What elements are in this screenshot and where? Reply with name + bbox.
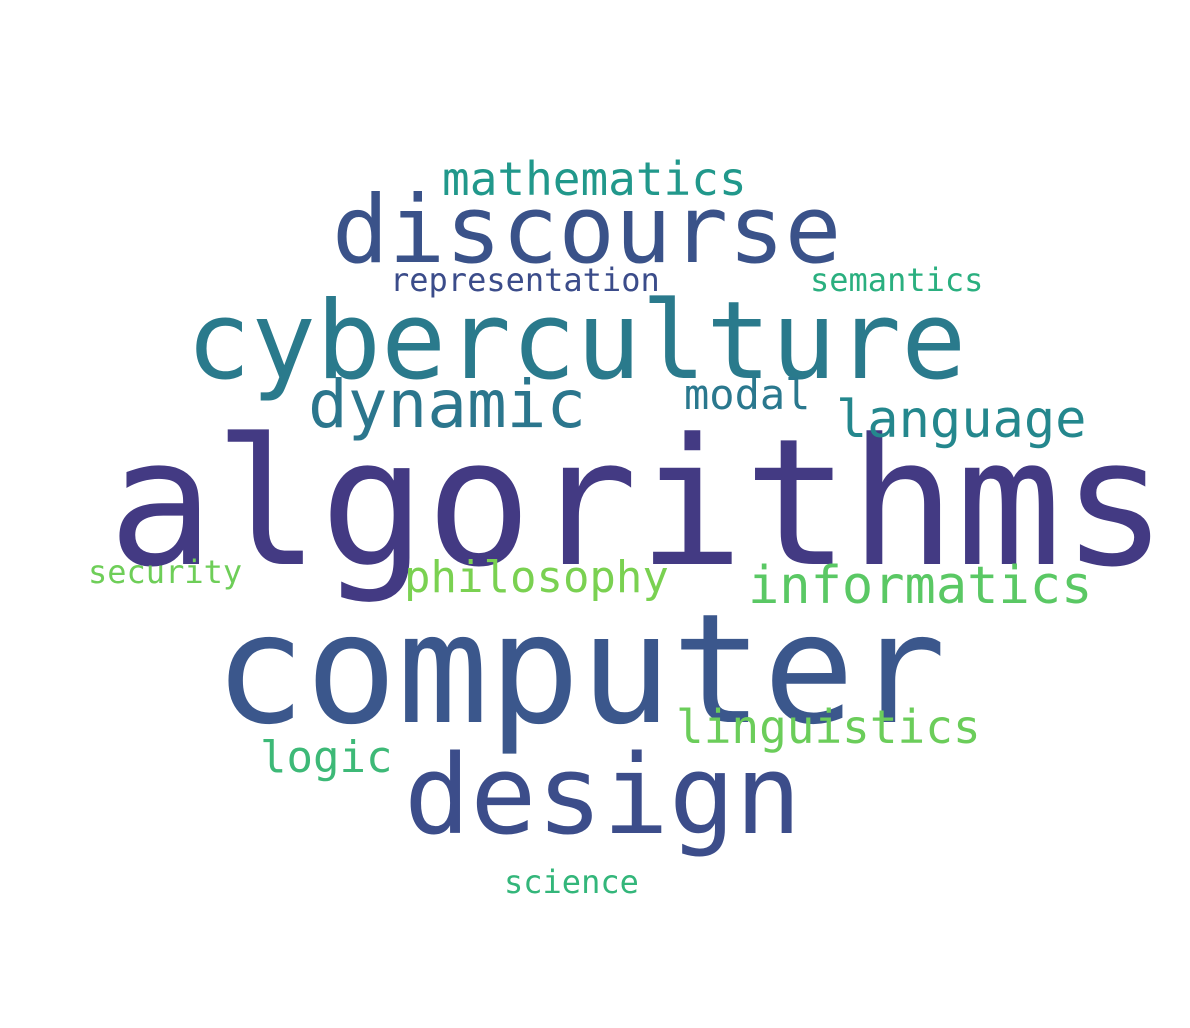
word-semantics: semantics: [810, 261, 984, 299]
word-design: design: [404, 731, 802, 859]
word-mathematics: mathematics: [442, 152, 747, 206]
word-discourse: discourse: [332, 176, 842, 285]
word-informatics: informatics: [748, 556, 1093, 616]
word-computer: computer: [214, 581, 947, 758]
word-cyberculture: cyberculture: [186, 279, 967, 404]
word-representation: representation: [390, 261, 660, 299]
word-linguistics: linguistics: [676, 700, 981, 754]
word-logic: logic: [260, 732, 393, 783]
word-security: security: [88, 553, 243, 591]
word-dynamic: dynamic: [308, 366, 587, 443]
word-science: science: [504, 863, 639, 901]
word-philosophy: philosophy: [404, 552, 669, 603]
word-modal: modal: [684, 370, 811, 419]
word-language: language: [836, 390, 1087, 450]
word-algorithms: algorithms: [108, 401, 1168, 606]
